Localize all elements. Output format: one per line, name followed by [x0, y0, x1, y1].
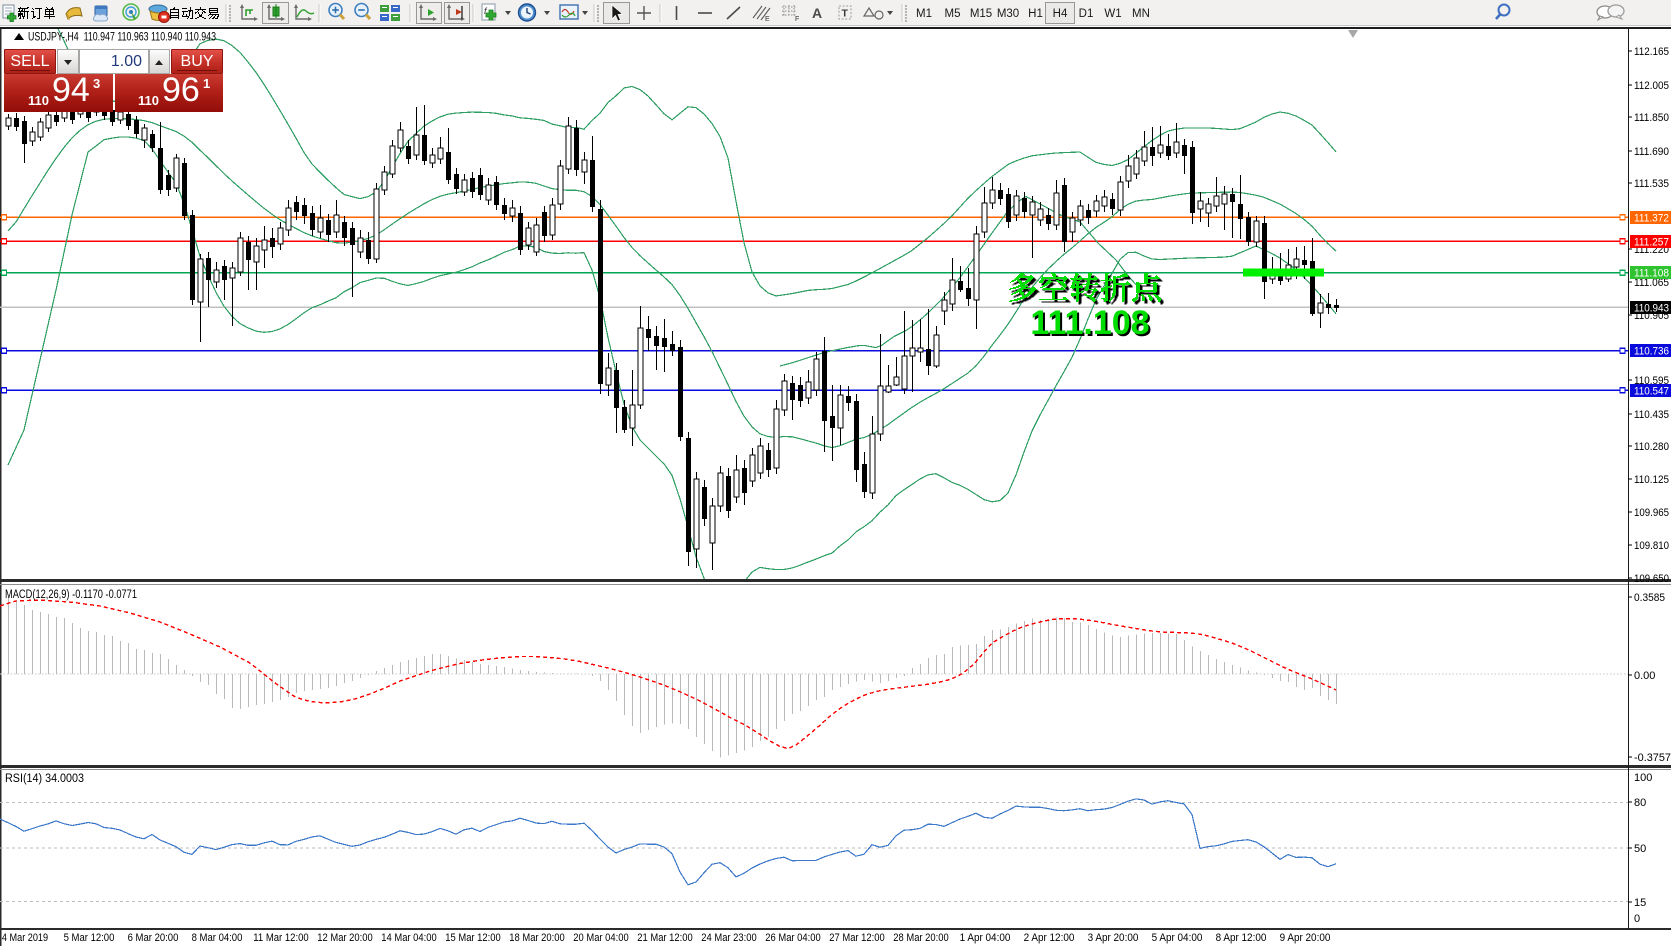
svg-text:110.736: 110.736 [1634, 346, 1669, 358]
svg-text:110.280: 110.280 [1634, 441, 1669, 453]
svg-text:111.108: 111.108 [1032, 306, 1151, 344]
svg-text:109.965: 109.965 [1634, 507, 1669, 519]
svg-text:109.650: 109.650 [1634, 573, 1669, 585]
svg-text:111.690: 111.690 [1634, 146, 1669, 158]
svg-text:RSI(14) 34.0003: RSI(14) 34.0003 [5, 773, 84, 785]
svg-text:50: 50 [1634, 843, 1646, 855]
svg-text:100: 100 [1634, 772, 1652, 784]
svg-text:0.3585: 0.3585 [1634, 592, 1665, 604]
svg-text:12 Mar 20:00: 12 Mar 20:00 [317, 932, 372, 944]
svg-text:111.535: 111.535 [1634, 178, 1669, 190]
svg-text:MACD(12,26,9) -0.1170 -0.0771: MACD(12,26,9) -0.1170 -0.0771 [5, 589, 137, 601]
svg-text:8 Mar 04:00: 8 Mar 04:00 [192, 932, 243, 944]
svg-text:H4: H4 [1053, 8, 1068, 20]
svg-text:5 Mar 12:00: 5 Mar 12:00 [64, 932, 115, 944]
svg-text:4 Mar 2019: 4 Mar 2019 [2, 932, 48, 944]
svg-text:15 Mar 12:00: 15 Mar 12:00 [445, 932, 500, 944]
svg-text:28 Mar 20:00: 28 Mar 20:00 [893, 932, 948, 944]
svg-text:20 Mar 04:00: 20 Mar 04:00 [573, 932, 628, 944]
svg-text:111.257: 111.257 [1634, 236, 1669, 248]
svg-text:110.547: 110.547 [1634, 385, 1669, 397]
svg-text:H1: H1 [1028, 8, 1043, 20]
svg-text:W1: W1 [1104, 8, 1121, 20]
svg-text:18 Mar 20:00: 18 Mar 20:00 [509, 932, 564, 944]
svg-text:M5: M5 [945, 8, 961, 20]
svg-text:27 Mar 12:00: 27 Mar 12:00 [829, 932, 884, 944]
svg-text:5 Apr 04:00: 5 Apr 04:00 [1152, 932, 1203, 944]
svg-text:15: 15 [1634, 897, 1646, 909]
svg-text:0: 0 [1634, 913, 1640, 925]
svg-text:24 Mar 23:00: 24 Mar 23:00 [701, 932, 756, 944]
svg-text:110.435: 110.435 [1634, 409, 1669, 421]
svg-text:2 Apr 12:00: 2 Apr 12:00 [1024, 932, 1075, 944]
svg-text:111.065: 111.065 [1634, 277, 1669, 289]
svg-text:f: f [484, 6, 488, 16]
svg-text:E: E [765, 16, 770, 23]
svg-text:3 Apr 20:00: 3 Apr 20:00 [1088, 932, 1139, 944]
svg-text:26 Mar 04:00: 26 Mar 04:00 [765, 932, 820, 944]
svg-text:111.108: 111.108 [1030, 304, 1149, 342]
svg-text:-0.3757: -0.3757 [1634, 752, 1671, 764]
svg-text:8 Apr 12:00: 8 Apr 12:00 [1216, 932, 1267, 944]
svg-text:9 Apr 20:00: 9 Apr 20:00 [1280, 932, 1331, 944]
svg-text:6 Mar 20:00: 6 Mar 20:00 [128, 932, 179, 944]
svg-text:A: A [812, 5, 822, 21]
svg-text:M30: M30 [997, 8, 1019, 20]
svg-text:80: 80 [1634, 797, 1646, 809]
svg-text:111.372: 111.372 [1634, 212, 1669, 224]
svg-text:21 Mar 12:00: 21 Mar 12:00 [637, 932, 692, 944]
svg-text:112.165: 112.165 [1634, 46, 1669, 58]
svg-text:14 Mar 04:00: 14 Mar 04:00 [381, 932, 436, 944]
svg-text:111.850: 111.850 [1634, 112, 1669, 124]
svg-text:112.005: 112.005 [1634, 80, 1669, 92]
svg-text:11 Mar 12:00: 11 Mar 12:00 [253, 932, 308, 944]
svg-text:F: F [795, 16, 799, 23]
svg-text:109.810: 109.810 [1634, 540, 1669, 552]
svg-text:T: T [842, 8, 849, 20]
svg-text:111.108: 111.108 [1634, 268, 1669, 280]
svg-text:USDJPY-,H4 110.947 110.963 11: USDJPY-,H4 110.947 110.963 110.940 110.9… [28, 30, 216, 44]
svg-text:0.00: 0.00 [1634, 670, 1655, 682]
svg-text:1 Apr 04:00: 1 Apr 04:00 [960, 932, 1011, 944]
svg-text:D1: D1 [1079, 8, 1094, 20]
svg-text:M1: M1 [916, 8, 932, 20]
svg-text:110.943: 110.943 [1634, 302, 1669, 314]
svg-text:M15: M15 [970, 8, 992, 20]
svg-text:110.125: 110.125 [1634, 474, 1669, 486]
svg-text:MN: MN [1132, 8, 1150, 20]
